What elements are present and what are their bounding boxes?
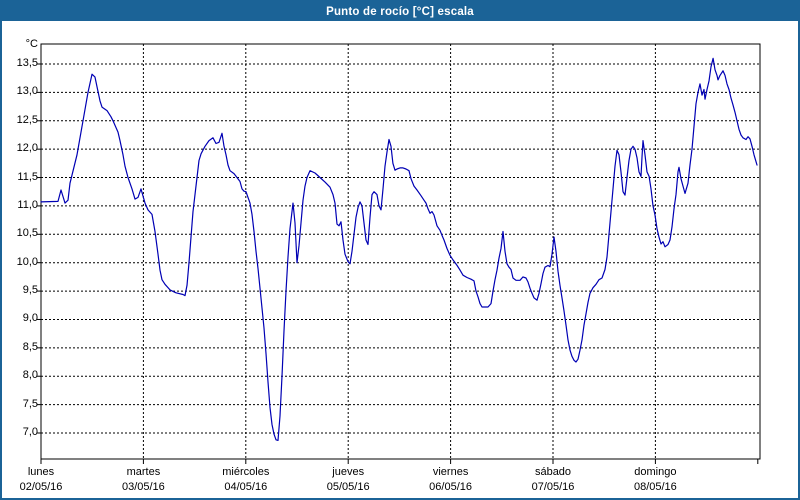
x-tick-day-label: lunes [27, 466, 55, 478]
x-tick-date-label: 07/05/16 [531, 481, 575, 493]
x-tick-day-label: miércoles [222, 466, 270, 478]
y-tick-label: 7,5 [22, 397, 38, 410]
chart-area: °C 13,5 13,0 12,5 12,0 11,5 11,0 10,5 10,0 9,5 9,… [2, 21, 798, 498]
plot-border [40, 43, 761, 460]
data-line [40, 57, 758, 441]
y-axis-unit-label: °C [25, 38, 38, 50]
dewpoint-line-chart [37, 43, 761, 464]
x-tick-day-label: jueves [332, 466, 365, 478]
y-tick-label: 11,0 [17, 198, 38, 211]
x-tick-day-label: domingo [634, 466, 677, 478]
x-tick-date-label: 06/05/16 [429, 481, 472, 493]
y-tick-label: 10,0 [16, 255, 38, 268]
x-tick-day-label: martes [126, 466, 161, 478]
x-tick-day-label: sábado [534, 466, 572, 478]
y-tick-label: 13,5 [16, 57, 38, 69]
title-bar: Punto de rocío [°C] escala [2, 2, 798, 21]
window-title: Punto de rocío [°C] escala [326, 5, 474, 18]
y-tick-label: 12,5 [16, 113, 38, 126]
y-tick-label: 7,0 [22, 425, 38, 438]
x-tick-date-label: 02/05/16 [19, 481, 63, 493]
y-tick-label: 9,0 [22, 312, 38, 325]
y-tick-label: 10,5 [16, 227, 38, 240]
y-tick-label: 9,5 [22, 284, 38, 297]
x-tick-date-label: 04/05/16 [224, 481, 268, 493]
y-tick-label: 12,0 [16, 142, 38, 155]
y-tick-label: 8,5 [22, 340, 38, 353]
y-tick-label: 11,5 [17, 170, 38, 183]
x-tick-date-label: 08/05/16 [633, 481, 677, 493]
y-tick-label: 13,0 [16, 85, 38, 98]
x-tick-date-label: 05/05/16 [326, 481, 370, 493]
x-tick-day-label: viernes [432, 466, 469, 478]
x-tick-date-label: 03/05/16 [121, 481, 165, 493]
y-tick-label: 8,0 [22, 369, 38, 382]
